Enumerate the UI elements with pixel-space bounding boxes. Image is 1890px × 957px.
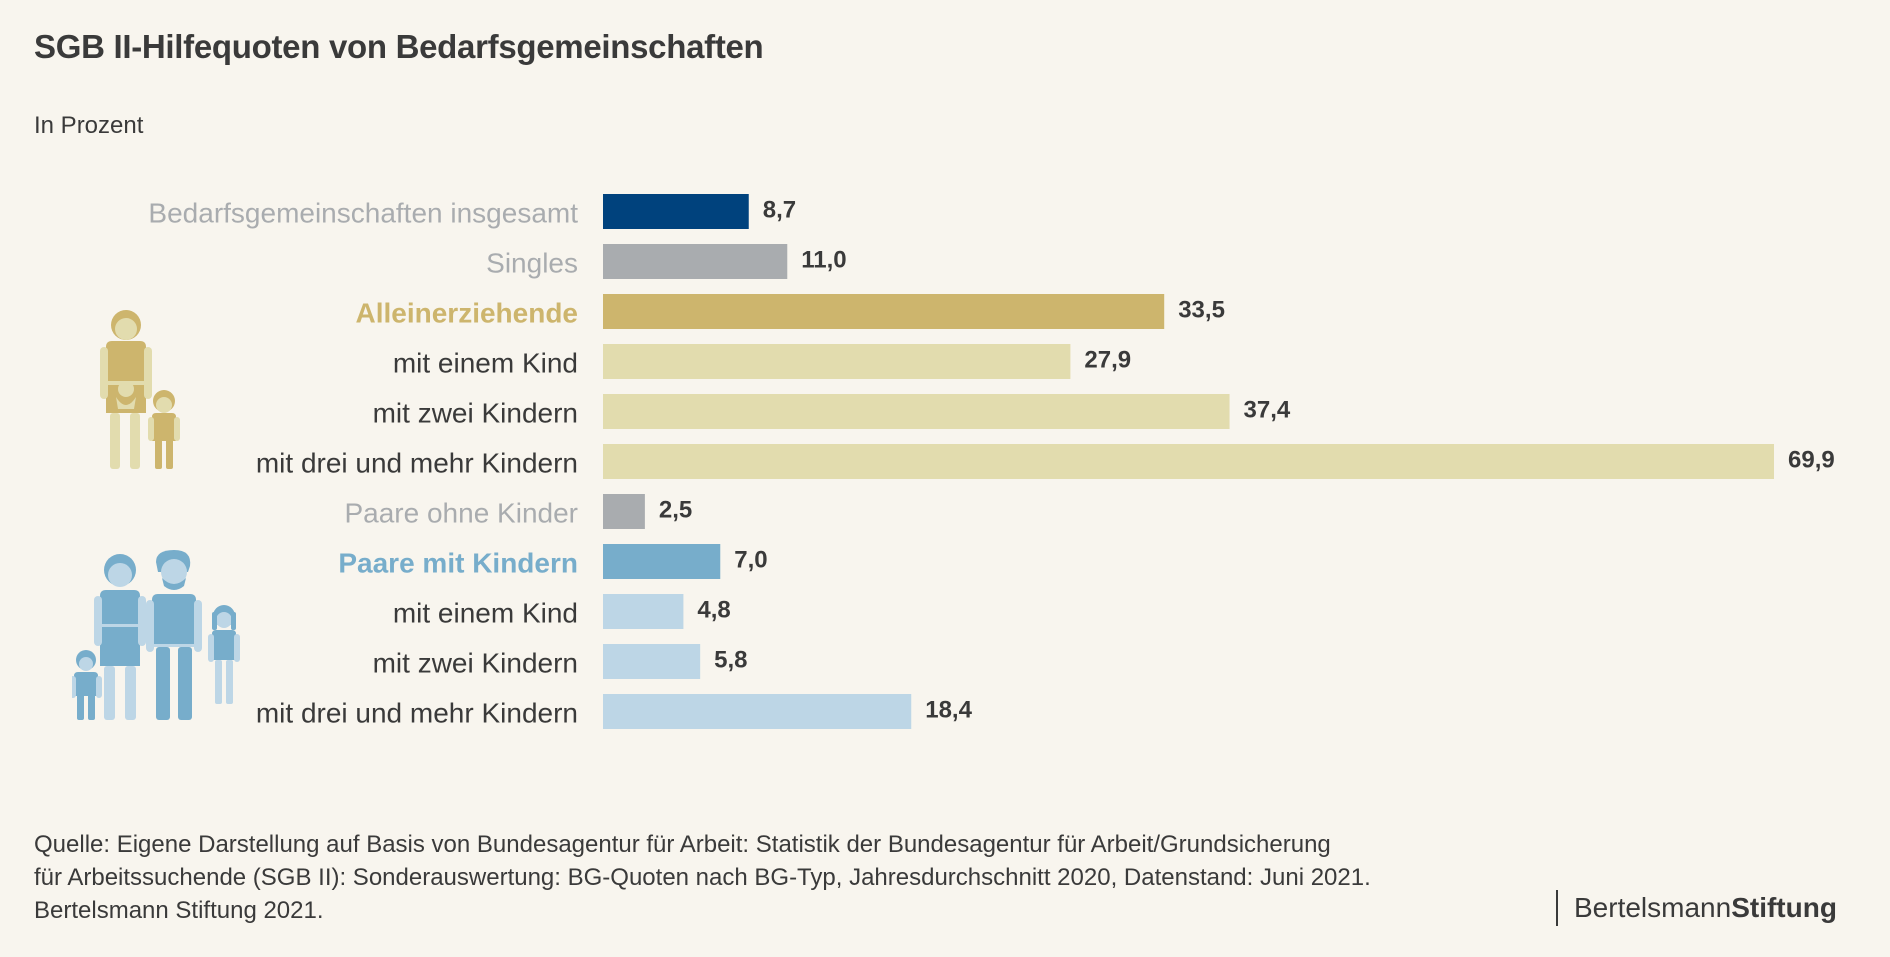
couple-with-children-family-icon (72, 550, 240, 720)
category-label: Singles (486, 248, 578, 279)
source-line-2: für Arbeitssuchende (SGB II): Sonderausw… (34, 864, 1371, 891)
value-label: 37,4 (1244, 397, 1291, 424)
category-label: mit zwei Kindern (373, 648, 578, 679)
bars-layer: Bedarfsgemeinschaften insgesamt 8,7 Single… (148, 194, 1835, 729)
chart-subtitle: In Prozent (34, 112, 144, 139)
value-label: 11,0 (801, 247, 846, 274)
value-label: 8,7 (763, 197, 796, 224)
source-line-1: Quelle: Eigene Darstellung auf Basis von… (34, 831, 1331, 858)
bertelsmann-stiftung-logo: Bertelsmann Stiftung (1556, 890, 1837, 926)
category-label: mit einem Kind (393, 348, 578, 379)
bar (603, 294, 1165, 329)
chart-title: SGB II-Hilfequoten von Bedarfsgemeinscha… (34, 28, 764, 65)
bar (603, 494, 645, 529)
bar (603, 194, 749, 229)
value-label: 33,5 (1178, 297, 1225, 324)
category-label: mit einem Kind (393, 598, 578, 629)
value-label: 18,4 (925, 697, 972, 724)
bar (603, 344, 1071, 379)
logo-bold-text: Stiftung (1731, 892, 1837, 923)
bar (603, 244, 788, 279)
value-label: 27,9 (1084, 347, 1131, 374)
bar (603, 544, 721, 579)
category-label: mit drei und mehr Kindern (256, 698, 578, 729)
bar-chart: Bedarfsgemeinschaften insgesamt 8,7 Single… (148, 194, 1835, 729)
category-label: Alleinerziehende (355, 298, 578, 329)
value-label: 5,8 (714, 647, 747, 674)
value-label: 4,8 (697, 597, 730, 624)
category-label: mit zwei Kindern (373, 398, 578, 429)
logo-regular-text: Bertelsmann (1574, 892, 1732, 923)
bar (603, 594, 684, 629)
category-label: Paare ohne Kinder (344, 498, 578, 529)
bar (603, 644, 701, 679)
value-label: 2,5 (659, 497, 692, 524)
category-label: Paare mit Kindern (338, 548, 578, 579)
value-label: 69,9 (1788, 447, 1835, 474)
category-label: Bedarfsgemeinschaften insgesamt (148, 198, 578, 229)
source-line-3: Bertelsmann Stiftung 2021. (34, 897, 324, 924)
bar (603, 444, 1774, 479)
value-label: 7,0 (734, 547, 767, 574)
source-note: Quelle: Eigene Darstellung auf Basis von… (34, 828, 1594, 927)
bar (603, 694, 912, 729)
single-parent-family-icon (100, 310, 180, 469)
category-label: mit drei und mehr Kindern (256, 448, 578, 479)
bar (603, 394, 1230, 429)
